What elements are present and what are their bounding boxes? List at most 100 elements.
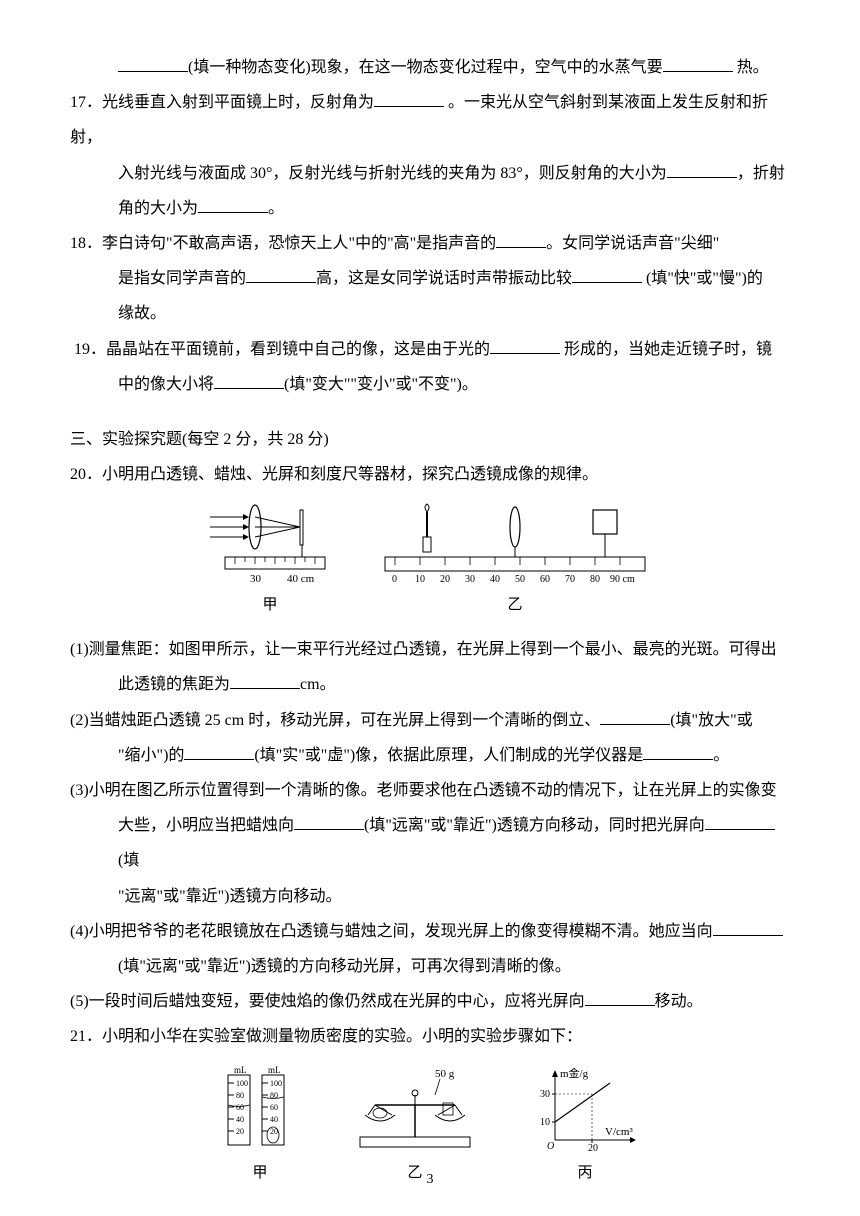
q20-p1-line2: 此透镜的焦距为 cm。: [70, 667, 790, 702]
q21-line1: 21．小明和小华在实验室做测量物质密度的实验。小明的实验步骤如下：: [70, 1019, 790, 1054]
q18-line3: 缘故。: [70, 296, 790, 331]
text: 高，这是女同学说话时声带振动比较: [316, 270, 572, 287]
text: "远离"或"靠近")透镜方向移动。: [118, 888, 341, 905]
blank: [490, 334, 560, 353]
text: 中的像大小将: [118, 376, 214, 393]
text: 大些，小明应当把蜡烛向: [118, 817, 294, 834]
blank: [572, 264, 642, 283]
q20-figures: 30 40 cm 甲 0 10 20 30 40: [70, 502, 790, 622]
fig-label: 乙: [407, 1157, 422, 1190]
text: (4)小明把爷爷的老花眼镜放在凸透镜与蜡烛之间，发现光屏上的像变得模糊不清。她应…: [70, 923, 713, 940]
text: (3)小明在图乙所示位置得到一个清晰的像。老师要求他在凸透镜不动的情况下，让在光…: [70, 782, 777, 799]
fig-label: 甲: [262, 589, 277, 622]
blank: [643, 741, 713, 760]
text: 。: [713, 747, 729, 764]
num: 18．: [70, 235, 102, 252]
q17-line1: 17．光线垂直入射到平面镜上时，反射角为 。一束光从空气斜射到某液面上发生反射和…: [70, 85, 790, 155]
text: 李白诗句"不敢高声语，恐惊天上人"中的"高"是指声音的: [102, 235, 496, 252]
svg-text:40: 40: [270, 1115, 278, 1124]
blank: [214, 370, 284, 389]
q20-p1-line1: (1)测量焦距：如图甲所示，让一束平行光经过凸透镜，在光屏上得到一个最小、最亮的…: [70, 632, 790, 667]
svg-text:100: 100: [236, 1079, 248, 1088]
q20-p5-line1: (5)一段时间后蜡烛变短，要使烛焰的像仍然成在光屏的中心，应将光屏向移动。: [70, 984, 790, 1019]
num: 20．: [70, 466, 102, 483]
svg-text:50 g: 50 g: [435, 1068, 455, 1080]
q20-p2-line2: "缩小")的 (填"实"或"虚")像，依据此原理，人们制成的光学仪器是 。: [70, 738, 790, 773]
svg-text:10: 10: [540, 1117, 550, 1128]
text: ，折射: [737, 165, 785, 182]
text: 小明用凸透镜、蜡烛、光屏和刻度尺等器材，探究凸透镜成像的规律。: [102, 466, 598, 483]
text: "缩小")的: [118, 747, 184, 764]
svg-text:0: 0: [392, 574, 397, 585]
num: 21．: [70, 1028, 102, 1045]
text: (5)一段时间后蜡烛变短，要使烛焰的像仍然成在光屏的中心，应将光屏向: [70, 993, 585, 1010]
blank: [230, 670, 300, 689]
q19-line2: 中的像大小将 (填"变大""变小"或"不变")。: [70, 367, 790, 402]
svg-text:V/cm³: V/cm³: [605, 1126, 633, 1138]
section3-title: 三、实验探究题(每空 2 分，共 28 分): [70, 422, 790, 457]
page-number: 3: [427, 1165, 434, 1196]
blank: [246, 264, 316, 283]
q17-line3: 角的大小为 。: [70, 191, 790, 226]
text: (填"放大"或: [670, 712, 752, 729]
text: (1)测量焦距：如图甲所示，让一束平行光经过凸透镜，在光屏上得到一个最小、最亮的…: [70, 641, 777, 658]
blank: [184, 741, 254, 760]
svg-text:O: O: [547, 1141, 554, 1152]
blank: [496, 229, 546, 248]
text: 角的大小为: [118, 200, 198, 217]
graph-diagram: m金/g V/cm³ 10 30 20 O: [530, 1065, 640, 1155]
svg-text:mL: mL: [234, 1065, 247, 1075]
text: 形成的，当她走近镜子时，镜: [560, 341, 772, 358]
text: 。: [268, 200, 284, 217]
lens-focal-diagram: 30 40 cm: [205, 502, 335, 587]
text: 是指女同学声音的: [118, 270, 246, 287]
text: 入射光线与液面成 30°，反射光线与折射光线的夹角为 83°，则反射角的大小为: [118, 165, 667, 182]
text: (填"变大""变小"或"不变")。: [284, 376, 478, 393]
ruler-40: 40 cm: [287, 573, 315, 585]
blank: [713, 917, 783, 936]
q20-p3-line1: (3)小明在图乙所示位置得到一个清晰的像。老师要求他在凸透镜不动的情况下，让在光…: [70, 773, 790, 808]
q20-fig2: 0 10 20 30 40 50 60 70 80 90 cm 乙: [375, 502, 655, 622]
text: (填"实"或"虚")像，依据此原理，人们制成的光学仪器是: [254, 747, 643, 764]
svg-text:90 cm: 90 cm: [610, 574, 635, 585]
q21-fig2: 50 g 乙: [340, 1065, 490, 1190]
blank: [600, 705, 670, 724]
q20-p3-line3: "远离"或"靠近")透镜方向移动。: [70, 879, 790, 914]
ruler-30: 30: [250, 573, 262, 585]
svg-text:60: 60: [236, 1103, 244, 1112]
balance-diagram: 50 g: [340, 1065, 490, 1155]
text: (填"远离"或"靠近")透镜的方向移动光屏，可再次得到清晰的像。: [118, 958, 571, 975]
fig-label: 乙: [507, 589, 522, 622]
q20-p2-line1: (2)当蜡烛距凸透镜 25 cm 时，移动光屏，可在光屏上得到一个清晰的倒立、 (…: [70, 703, 790, 738]
q20-p4-line1: (4)小明把爷爷的老花眼镜放在凸透镜与蜡烛之间，发现光屏上的像变得模糊不清。她应…: [70, 914, 790, 949]
svg-text:50: 50: [515, 574, 525, 585]
text: cm。: [300, 676, 336, 693]
blank: [294, 811, 364, 830]
svg-text:40: 40: [236, 1115, 244, 1124]
q21-fig1: mL 100 80 60 40 20 mL 100 80 60 40 20 甲: [220, 1065, 300, 1190]
svg-text:80: 80: [590, 574, 600, 585]
svg-text:20: 20: [236, 1127, 244, 1136]
q17-line2: 入射光线与液面成 30°，反射光线与折射光线的夹角为 83°，则反射角的大小为 ，…: [70, 156, 790, 191]
q18-line2: 是指女同学声音的高，这是女同学说话时声带振动比较 (填"快"或"慢")的: [70, 261, 790, 296]
svg-text:mL: mL: [268, 1065, 281, 1075]
blank: [667, 158, 737, 177]
text: 热。: [733, 59, 769, 76]
fig-label: 丙: [577, 1157, 592, 1190]
blank: [118, 53, 188, 72]
svg-text:30: 30: [465, 574, 475, 585]
fig-label: 甲: [252, 1157, 267, 1190]
svg-text:60: 60: [540, 574, 550, 585]
text: (2)当蜡烛距凸透镜 25 cm 时，移动光屏，可在光屏上得到一个清晰的倒立、: [70, 712, 600, 729]
q16-tail-line: (填一种物态变化)现象，在这一物态变化过程中，空气中的水蒸气要 热。: [70, 50, 790, 85]
cylinders-diagram: mL 100 80 60 40 20 mL 100 80 60 40 20: [220, 1065, 300, 1155]
svg-text:m金/g: m金/g: [560, 1066, 589, 1080]
text: 。女同学说话声音"尖细": [546, 235, 719, 252]
q20-fig1: 30 40 cm 甲: [205, 502, 335, 622]
num: 17．: [70, 94, 102, 111]
svg-text:40: 40: [490, 574, 500, 585]
svg-text:80: 80: [236, 1091, 244, 1100]
svg-text:30: 30: [540, 1089, 550, 1100]
text: (填"远离"或"靠近")透镜方向移动，同时把光屏向: [364, 817, 705, 834]
text: 此透镜的焦距为: [118, 676, 230, 693]
